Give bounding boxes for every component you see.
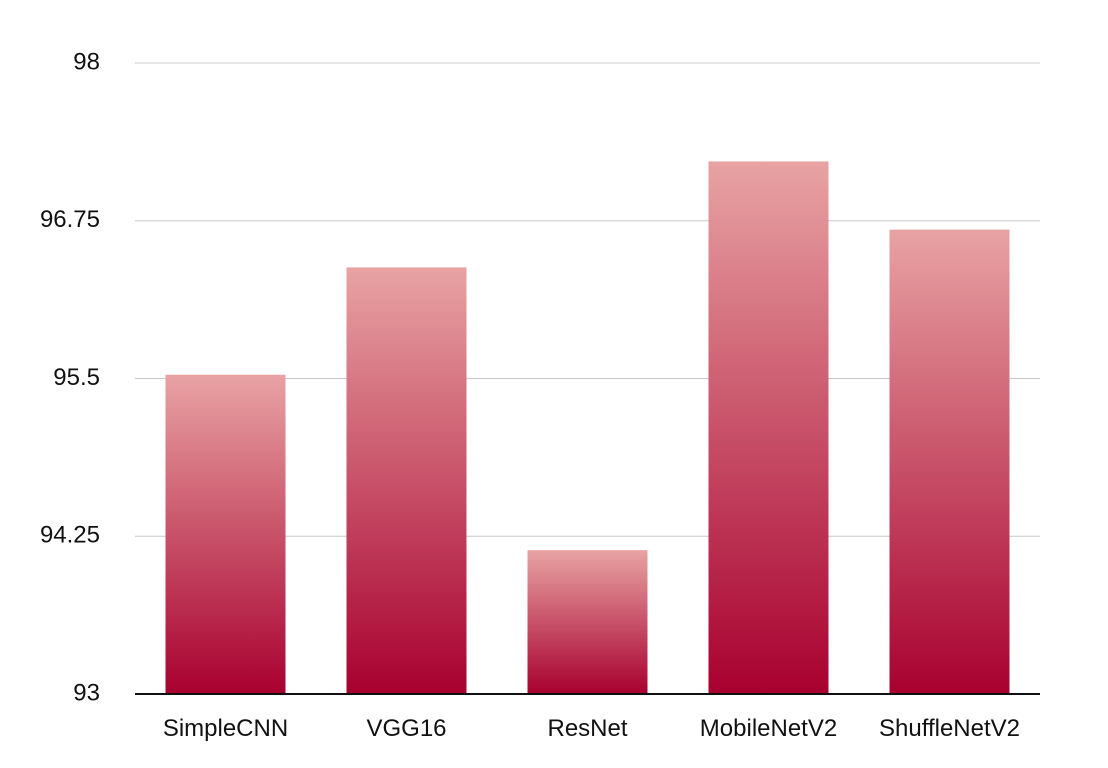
bar-vgg16 — [346, 267, 467, 694]
y-tick-label: 96.75 — [40, 206, 100, 233]
bars — [165, 161, 1010, 695]
y-tick-label: 98 — [73, 48, 100, 75]
y-tick-label: 94.25 — [40, 522, 100, 549]
bar-shufflenetv2 — [889, 229, 1010, 695]
x-tick-label: MobileNetV2 — [700, 715, 837, 742]
x-axis-labels: SimpleCNN VGG16 ResNet MobileNetV2 ShuffleNe… — [163, 715, 1020, 742]
y-tick-label: 95.5 — [53, 364, 100, 391]
gridlines — [135, 62, 1040, 537]
y-axis-ticks: 93 94.25 95.5 96.75 98 — [40, 48, 100, 706]
bar-resnet — [527, 550, 648, 694]
x-tick-label: SimpleCNN — [163, 715, 288, 742]
y-tick-label: 93 — [73, 679, 100, 706]
x-tick-label: ShuffleNetV2 — [879, 715, 1020, 742]
x-tick-label: ResNet — [547, 715, 627, 742]
bar-simplecnn — [165, 374, 286, 694]
bar-mobilenetv2 — [708, 161, 829, 694]
x-tick-label: VGG16 — [366, 715, 446, 742]
